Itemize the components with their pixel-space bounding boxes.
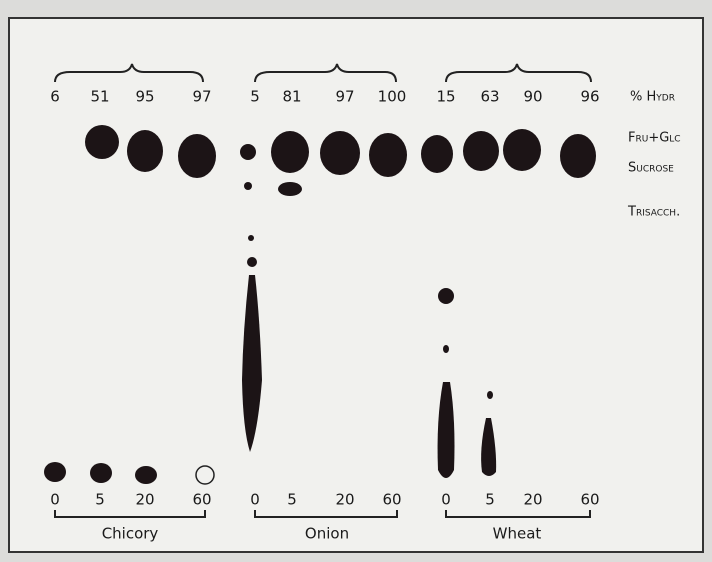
- time-label: 0: [250, 491, 260, 509]
- time-label: 60: [192, 491, 211, 509]
- time-label: 0: [441, 491, 451, 509]
- page: {"hydrolysis_label": "% Hydr", "spot_lab…: [0, 0, 712, 562]
- time-label: 20: [523, 491, 542, 509]
- hydrolysis-label: 100: [378, 88, 407, 106]
- time-label: 5: [485, 491, 495, 509]
- hydrolysis-label: 81: [282, 88, 301, 106]
- hydrolysis-label: 97: [335, 88, 354, 106]
- hydrolysis-label: 96: [580, 88, 599, 106]
- hydrolysis-label: 15: [436, 88, 455, 106]
- hydrolysis-label: 63: [480, 88, 499, 106]
- time-label: 60: [382, 491, 401, 509]
- hydrolysis-label: 90: [523, 88, 542, 106]
- group-name: Onion: [305, 525, 349, 543]
- hydrolysis-label: 95: [135, 88, 154, 106]
- spot-label: Trisacch.: [627, 205, 680, 220]
- time-label: 5: [287, 491, 297, 509]
- hydrolysis-label: 5: [250, 88, 260, 106]
- group-name: Wheat: [493, 525, 542, 543]
- time-label: 20: [135, 491, 154, 509]
- spot-label: Fru+Glc: [628, 131, 681, 146]
- time-label: 5: [95, 491, 105, 509]
- time-label: 0: [50, 491, 60, 509]
- figure: 6 51 95 97 0 5 20 60 Chicory 5 81 97 100 0 5 20 60 Onion 1…: [0, 0, 712, 562]
- spot-label: Sucrose: [628, 161, 674, 176]
- time-label: 20: [335, 491, 354, 509]
- hydrolysis-label: 97: [192, 88, 211, 106]
- hydrolysis-header: % Hydr: [630, 90, 675, 105]
- hydrolysis-label: 51: [90, 88, 109, 106]
- time-label: 60: [580, 491, 599, 509]
- group-name: Chicory: [102, 525, 159, 543]
- hydrolysis-label: 6: [50, 88, 60, 106]
